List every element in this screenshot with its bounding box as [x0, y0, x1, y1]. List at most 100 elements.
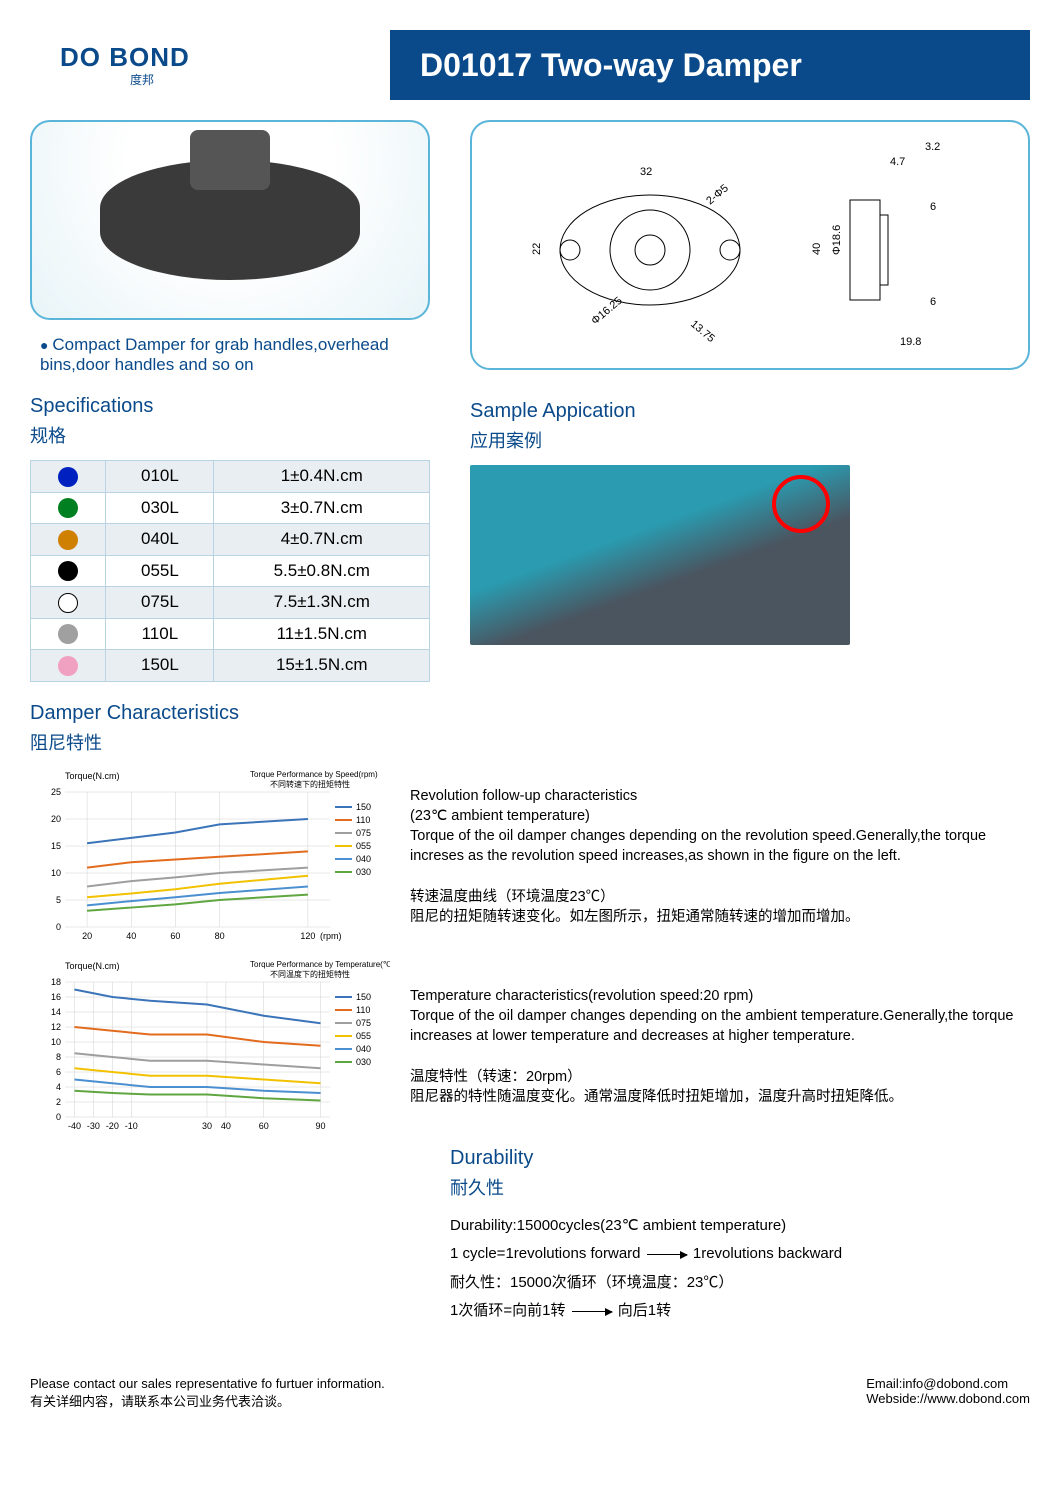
svg-text:40: 40	[811, 243, 823, 255]
svg-text:Torque(N.cm): Torque(N.cm)	[65, 961, 120, 971]
spec-row: 075L7.5±1.3N.cm	[31, 587, 430, 619]
arrow-icon	[647, 1254, 687, 1255]
svg-text:不同转速下的扭矩特性: 不同转速下的扭矩特性	[270, 779, 350, 789]
spec-color-cell	[31, 618, 106, 650]
desc2-h-en: Temperature characteristics(revolution s…	[410, 986, 1030, 1006]
upper-section: Compact Damper for grab handles,overhead…	[30, 120, 1030, 767]
footer-left2: 有关详细内容，请联系本公司业务代表洽谈。	[30, 1391, 385, 1410]
color-dot	[58, 530, 78, 550]
spec-row: 110L11±1.5N.cm	[31, 618, 430, 650]
footer-right: Email:info@dobond.com Webside://www.dobo…	[866, 1376, 1030, 1410]
svg-text:075: 075	[356, 1018, 371, 1028]
spec-title-en: Specifications	[30, 395, 430, 418]
svg-text:90: 90	[316, 1121, 326, 1131]
svg-text:40: 40	[126, 931, 136, 941]
title-bar: D01017 Two-way Damper	[390, 30, 1030, 100]
svg-text:Φ18.6: Φ18.6	[831, 225, 843, 255]
dur-l1: Durability:15000cycles(23℃ ambient tempe…	[450, 1212, 1030, 1241]
svg-text:Torque Performance by Speed(rp: Torque Performance by Speed(rpm)	[250, 770, 378, 779]
svg-text:-40: -40	[68, 1121, 81, 1131]
svg-text:10: 10	[51, 1037, 61, 1047]
spec-model: 030L	[106, 492, 214, 524]
desc1-h-en2: (23℃ ambient temperature)	[410, 806, 1030, 826]
svg-text:-20: -20	[106, 1121, 119, 1131]
page: DO BOND 度邦 D01017 Two-way Damper Compact…	[0, 0, 1060, 1346]
svg-text:Φ16.25: Φ16.25	[589, 295, 625, 328]
header: DO BOND 度邦 D01017 Two-way Damper	[30, 30, 1030, 100]
spec-row: 055L5.5±0.8N.cm	[31, 555, 430, 587]
svg-text:4.7: 4.7	[890, 156, 905, 168]
spec-torque: 1±0.4N.cm	[214, 461, 430, 493]
desc2-p-en: Torque of the oil damper changes dependi…	[410, 1006, 1030, 1047]
spec-model: 075L	[106, 587, 214, 619]
char-title-cn: 阻尼特性	[30, 729, 430, 755]
svg-text:2: 2	[56, 1097, 61, 1107]
spec-torque: 11±1.5N.cm	[214, 618, 430, 650]
desc1-h-cn: 转速温度曲线（环境温度23℃）	[410, 887, 1030, 907]
dim-labels: 32 22 Φ16.25 13.75 2-Φ5 3.2 4.7 40 Φ18.6…	[531, 141, 940, 348]
color-dot	[58, 467, 78, 487]
svg-text:12: 12	[51, 1022, 61, 1032]
svg-text:30: 30	[202, 1121, 212, 1131]
chart-row-1: 051015202520406080120Torque(N.cm)Torque …	[30, 767, 1030, 947]
desc1-p-en: Torque of the oil damper changes dependi…	[410, 826, 1030, 867]
svg-text:0: 0	[56, 922, 61, 932]
svg-text:80: 80	[215, 931, 225, 941]
left-column: Compact Damper for grab handles,overhead…	[30, 120, 430, 767]
svg-text:030: 030	[356, 867, 371, 877]
durability-body: Durability:15000cycles(23℃ ambient tempe…	[450, 1212, 1030, 1326]
svg-text:030: 030	[356, 1057, 371, 1067]
chart2-desc: Temperature characteristics(revolution s…	[410, 986, 1030, 1108]
svg-text:(rpm): (rpm)	[320, 931, 342, 941]
color-dot	[58, 561, 78, 581]
spec-model: 040L	[106, 524, 214, 556]
dimension-diagram: 32 22 Φ16.25 13.75 2-Φ5 3.2 4.7 40 Φ18.6…	[470, 120, 1030, 370]
dur-title-en: Durability	[450, 1147, 1030, 1170]
spec-color-cell	[31, 555, 106, 587]
spec-table: 010L1±0.4N.cm030L3±0.7N.cm040L4±0.7N.cm0…	[30, 460, 430, 682]
dur-l2a: 1 cycle=1revolutions forward	[450, 1245, 641, 1262]
svg-text:055: 055	[356, 1031, 371, 1041]
spec-color-cell	[31, 650, 106, 682]
svg-text:4: 4	[56, 1082, 61, 1092]
spec-model: 010L	[106, 461, 214, 493]
svg-text:不同温度下的扭矩特性: 不同温度下的扭矩特性	[270, 969, 350, 979]
svg-text:075: 075	[356, 828, 371, 838]
svg-text:14: 14	[51, 1007, 61, 1017]
svg-text:32: 32	[640, 166, 652, 178]
svg-text:040: 040	[356, 1044, 371, 1054]
durability-section: Durability 耐久性 Durability:15000cycles(23…	[450, 1147, 1030, 1326]
svg-text:22: 22	[531, 243, 543, 255]
dur-l4a: 1次循环=向前1转	[450, 1302, 565, 1319]
svg-text:20: 20	[82, 931, 92, 941]
svg-text:20: 20	[51, 814, 61, 824]
svg-text:Torque Performance by Temperat: Torque Performance by Temperature(℃)	[250, 960, 390, 969]
product-image-box	[30, 120, 430, 320]
spec-torque: 3±0.7N.cm	[214, 492, 430, 524]
footer: Please contact our sales representative …	[0, 1376, 1060, 1430]
svg-text:3.2: 3.2	[925, 141, 940, 153]
footer-right1: Email:info@dobond.com	[866, 1376, 1030, 1391]
svg-text:16: 16	[51, 992, 61, 1002]
footer-right2: Webside://www.dobond.com	[866, 1391, 1030, 1406]
svg-text:110: 110	[356, 1005, 370, 1015]
spec-torque: 4±0.7N.cm	[214, 524, 430, 556]
spec-color-cell	[31, 587, 106, 619]
spec-model: 150L	[106, 650, 214, 682]
spec-row: 040L4±0.7N.cm	[31, 524, 430, 556]
svg-text:25: 25	[51, 787, 61, 797]
desc2-p-cn: 阻尼器的特性随温度变化。通常温度降低时扭矩增加，温度升高时扭矩降低。	[410, 1087, 1030, 1107]
dur-l3: 耐久性：15000次循环（环境温度：23℃）	[450, 1269, 1030, 1298]
dur-l4: 1次循环=向前1转 向后1转	[450, 1297, 1030, 1326]
svg-text:60: 60	[170, 931, 180, 941]
spec-color-cell	[31, 461, 106, 493]
svg-text:19.8: 19.8	[900, 336, 921, 348]
svg-text:150: 150	[356, 802, 371, 812]
logo-area: DO BOND 度邦	[30, 42, 390, 88]
spec-torque: 15±1.5N.cm	[214, 650, 430, 682]
char-title-en: Damper Characteristics	[30, 702, 430, 725]
svg-text:2-Φ5: 2-Φ5	[704, 182, 731, 207]
dur-title-cn: 耐久性	[450, 1174, 1030, 1200]
dur-l2: 1 cycle=1revolutions forward 1revolution…	[450, 1240, 1030, 1269]
svg-text:6: 6	[930, 201, 936, 213]
